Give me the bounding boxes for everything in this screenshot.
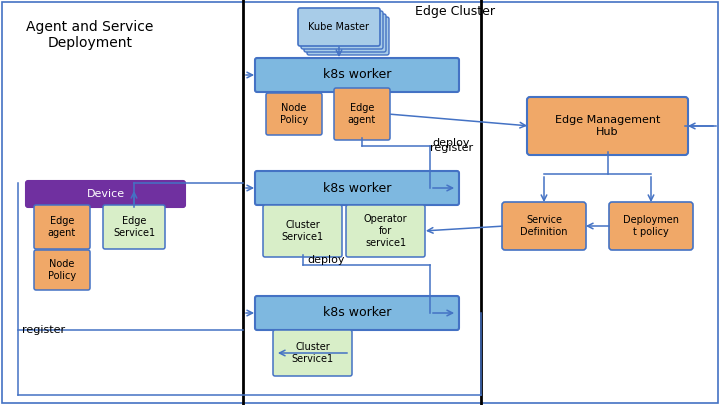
FancyBboxPatch shape [103,205,165,249]
Text: deploy: deploy [432,138,469,148]
Text: Kube Master: Kube Master [308,22,369,32]
Text: deploy: deploy [307,255,345,265]
FancyBboxPatch shape [26,181,185,207]
Text: Operator
for
service1: Operator for service1 [364,214,408,247]
FancyBboxPatch shape [301,11,383,49]
FancyBboxPatch shape [273,330,352,376]
Text: Node
Policy: Node Policy [280,103,308,125]
Text: Edge
agent: Edge agent [48,216,76,238]
Text: Device: Device [86,189,125,199]
FancyBboxPatch shape [34,205,90,249]
FancyBboxPatch shape [255,58,459,92]
Text: Cluster
Service1: Cluster Service1 [292,342,333,364]
FancyBboxPatch shape [502,202,586,250]
FancyBboxPatch shape [298,8,380,46]
Text: k8s worker: k8s worker [323,307,391,320]
Text: Node
Policy: Node Policy [48,259,76,281]
FancyBboxPatch shape [307,17,389,55]
Text: Edge Management
Hub: Edge Management Hub [555,115,660,137]
FancyBboxPatch shape [609,202,693,250]
FancyBboxPatch shape [263,205,342,257]
Text: Edge Cluster: Edge Cluster [415,6,495,19]
FancyBboxPatch shape [255,171,459,205]
FancyBboxPatch shape [255,296,459,330]
Text: Cluster
Service1: Cluster Service1 [282,220,323,242]
FancyBboxPatch shape [346,205,425,257]
FancyBboxPatch shape [34,250,90,290]
FancyBboxPatch shape [334,88,390,140]
Text: k8s worker: k8s worker [323,181,391,194]
Text: Edge
agent: Edge agent [348,103,376,125]
Text: k8s worker: k8s worker [323,68,391,81]
FancyBboxPatch shape [266,93,322,135]
Text: register: register [22,325,65,335]
FancyBboxPatch shape [304,14,386,52]
Text: Deploymen
t policy: Deploymen t policy [623,215,679,237]
Text: Service
Definition: Service Definition [521,215,568,237]
FancyBboxPatch shape [527,97,688,155]
Text: Edge
Service1: Edge Service1 [113,216,155,238]
Text: Agent and Service
Deployment: Agent and Service Deployment [27,20,153,50]
Text: register: register [430,143,473,153]
